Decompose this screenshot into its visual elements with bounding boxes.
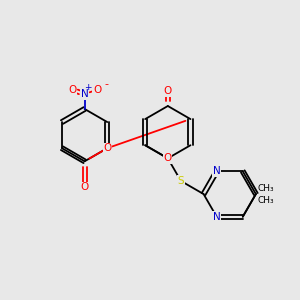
Text: O: O	[68, 85, 76, 95]
Text: O: O	[164, 153, 172, 163]
Text: N: N	[213, 212, 220, 222]
Text: +: +	[84, 83, 92, 92]
Text: CH₃: CH₃	[257, 184, 274, 193]
Text: -: -	[104, 79, 108, 89]
Text: O: O	[93, 85, 101, 95]
Text: S: S	[178, 176, 184, 186]
Text: CH₃: CH₃	[257, 196, 274, 205]
Text: O: O	[164, 86, 172, 96]
Text: N: N	[81, 89, 88, 99]
Text: N: N	[213, 167, 220, 176]
Text: O: O	[80, 182, 89, 193]
Text: O: O	[103, 143, 111, 153]
